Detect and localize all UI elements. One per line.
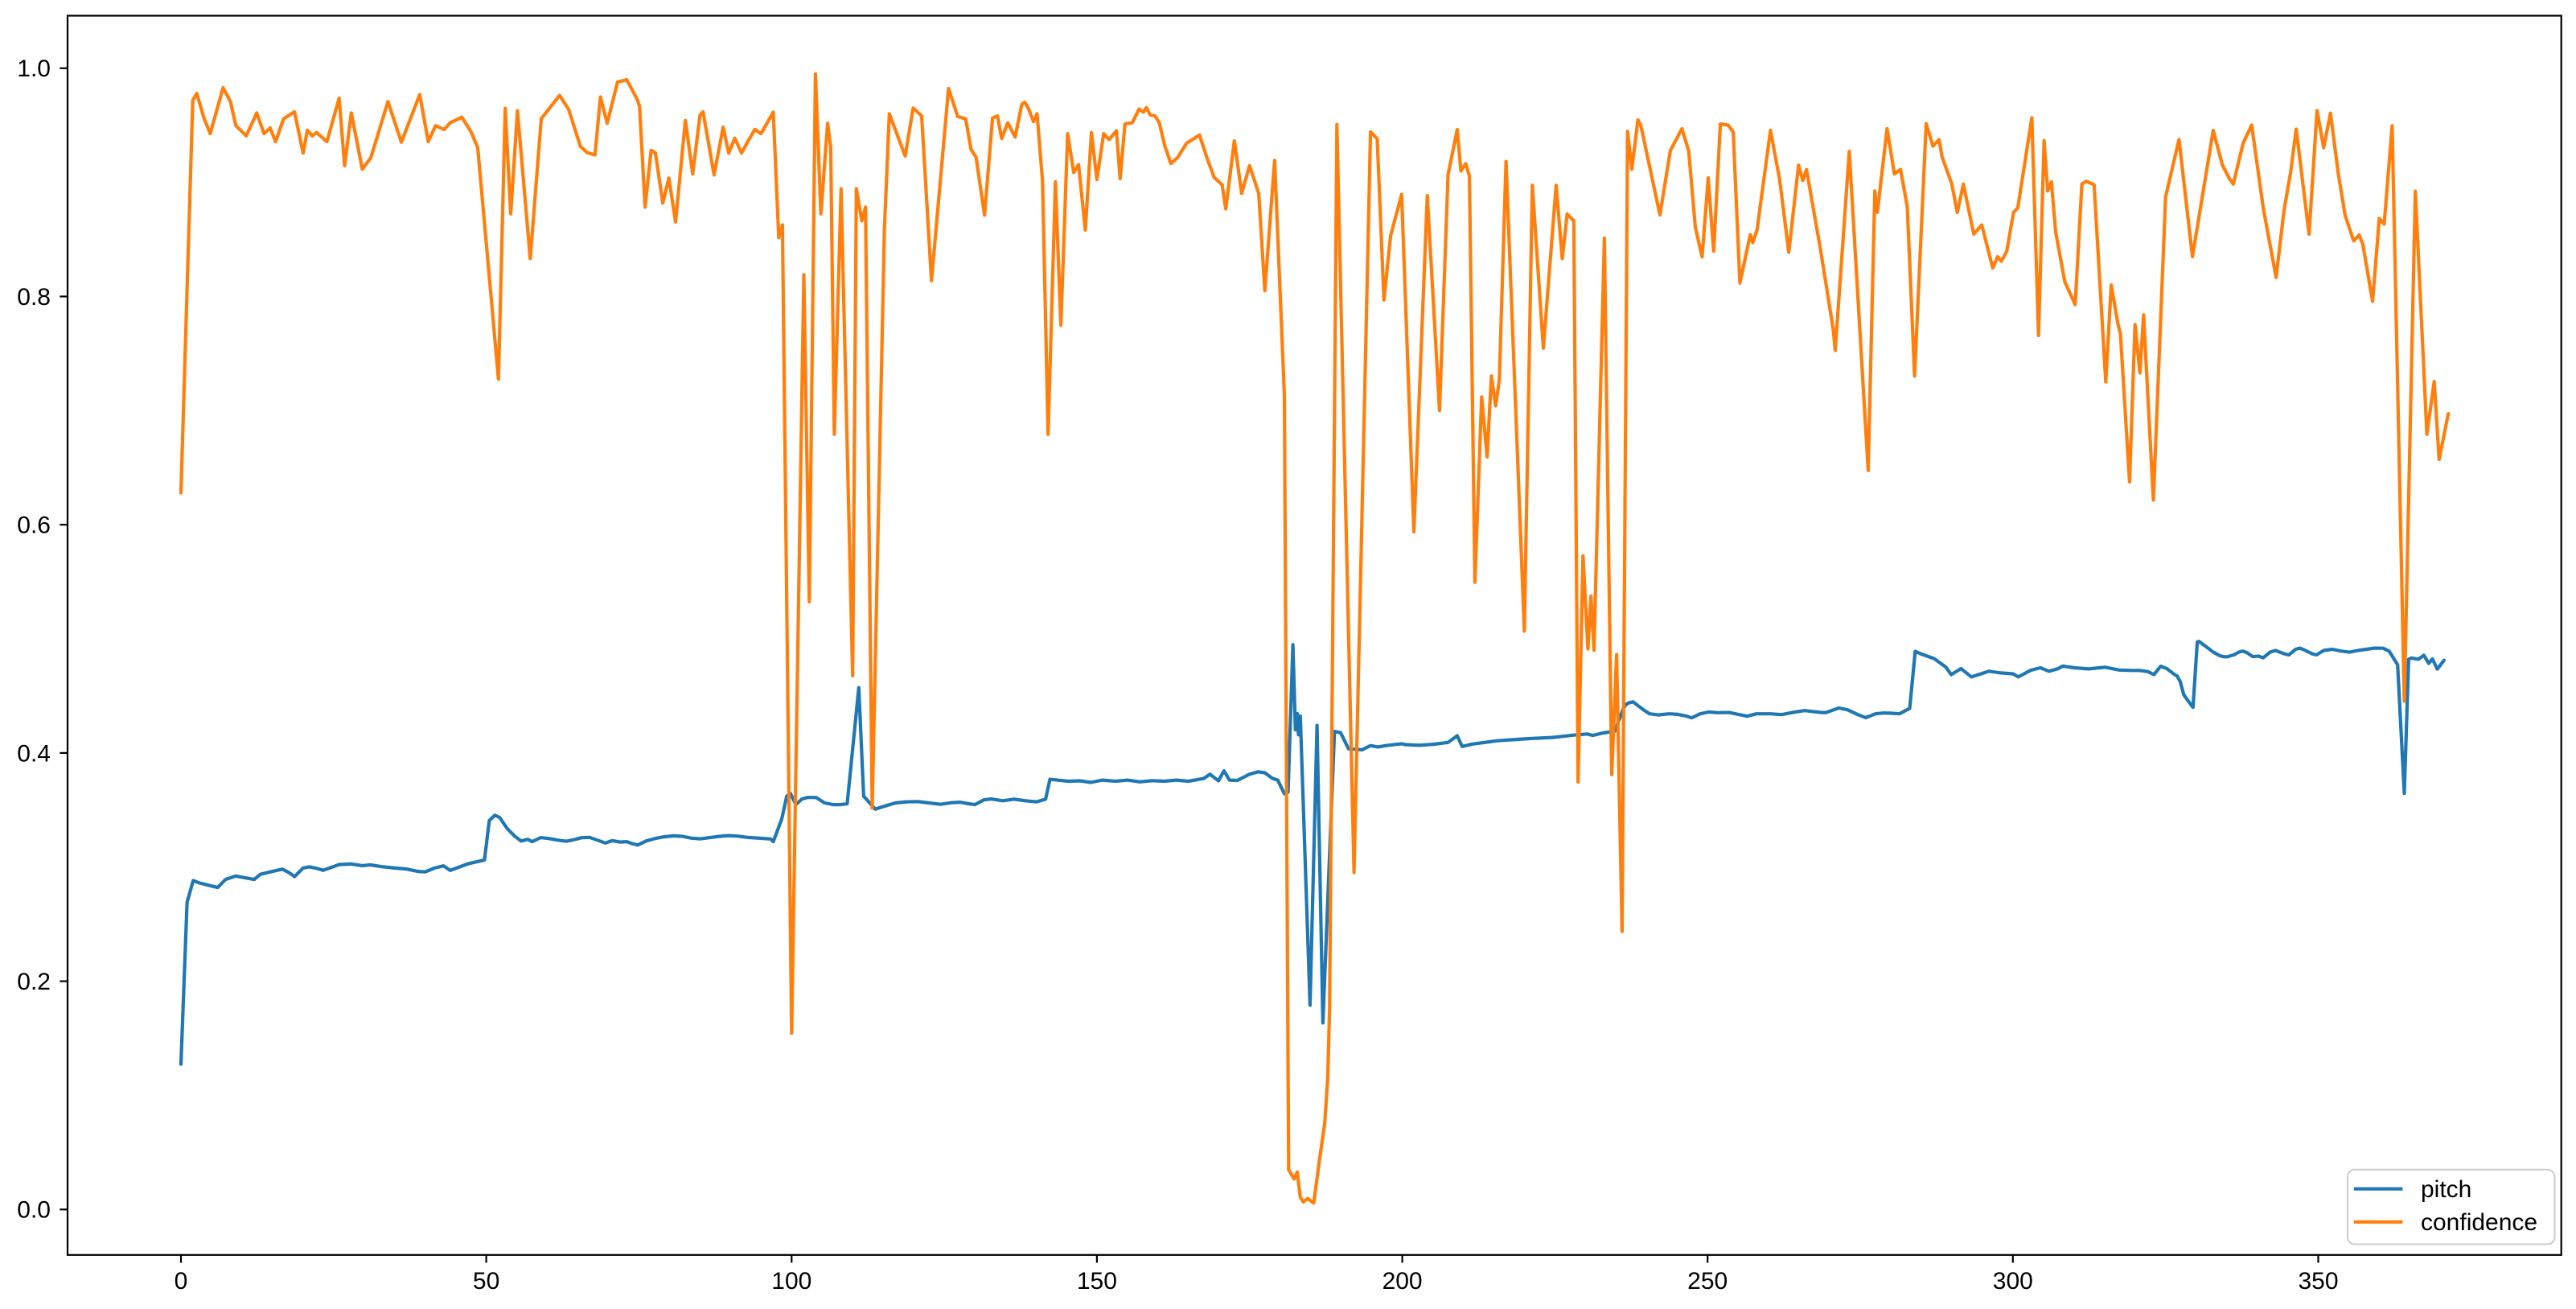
svg-text:350: 350	[2298, 1268, 2338, 1295]
svg-text:pitch: pitch	[2421, 1176, 2471, 1203]
svg-text:100: 100	[771, 1268, 811, 1295]
svg-text:200: 200	[1382, 1268, 1423, 1295]
svg-text:0.4: 0.4	[17, 740, 51, 767]
svg-text:0.6: 0.6	[17, 512, 51, 539]
svg-text:300: 300	[1993, 1268, 2033, 1295]
svg-text:confidence: confidence	[2421, 1209, 2537, 1236]
svg-text:250: 250	[1687, 1268, 1728, 1295]
svg-text:50: 50	[473, 1268, 499, 1295]
svg-text:0.0: 0.0	[17, 1197, 51, 1224]
svg-text:150: 150	[1077, 1268, 1117, 1295]
svg-text:0.8: 0.8	[17, 284, 51, 311]
svg-text:0.2: 0.2	[17, 969, 51, 995]
svg-text:1.0: 1.0	[17, 56, 51, 82]
svg-text:0: 0	[175, 1268, 188, 1295]
